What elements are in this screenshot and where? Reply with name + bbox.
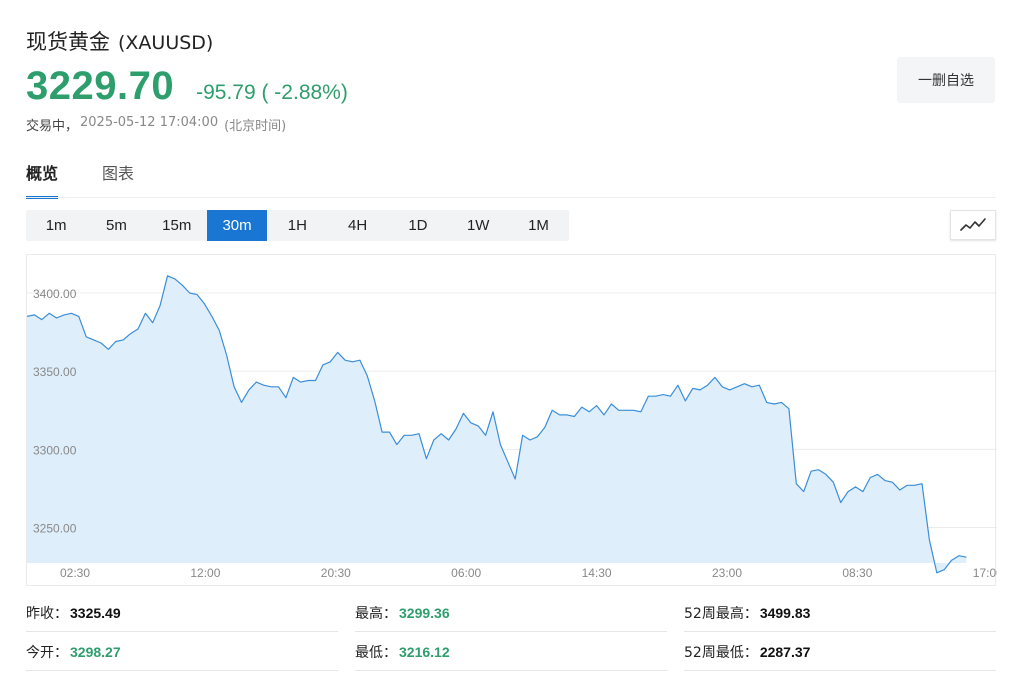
stat-label: 最高： [355, 605, 397, 622]
tab-overview[interactable]: 概览 [26, 160, 59, 199]
stat-value: 3216.12 [399, 643, 450, 660]
price-change: -95.79 ( -2.88%) [196, 81, 348, 105]
stat-label: 今开： [26, 644, 68, 661]
interval-5m[interactable]: 5m [106, 217, 127, 234]
x-tick-label: 23:00 [712, 566, 742, 580]
instrument-title: 现货黄金 (XAUUSD) [26, 26, 213, 56]
stat-value: 3298.27 [70, 643, 121, 660]
stat-value: 3299.36 [399, 604, 450, 621]
price-chart[interactable]: 3400.00 3350.00 3300.00 3250.00 02:30 12:00 20… [26, 254, 997, 586]
current-price: 3229.70 [26, 64, 175, 108]
stat-52w-high: 52周最高： 3499.83 [684, 594, 996, 632]
stat-prev-close: 昨收： 3325.49 [26, 594, 338, 632]
area-fill [27, 275, 967, 573]
interval-1w[interactable]: 1W [466, 217, 490, 234]
y-tick-label: 3250.00 [33, 522, 77, 536]
tab-divider [26, 197, 996, 198]
chart-type-button[interactable] [950, 210, 996, 240]
tab-bar: 概览 图表 [26, 160, 178, 199]
y-tick-label: 3400.00 [33, 287, 77, 301]
instrument-symbol: (XAUUSD) [118, 32, 214, 54]
stat-value: 2287.37 [759, 643, 811, 660]
stat-value: 3325.49 [70, 604, 121, 621]
remove-watchlist-button[interactable]: 一删自选 [897, 57, 995, 103]
stat-label: 52周最高： [684, 605, 758, 622]
x-tick-label: 12:00 [190, 566, 220, 580]
stat-label: 最低： [355, 644, 397, 661]
interval-30m[interactable]: 30m [206, 210, 268, 241]
status-timezone: (北京时间) [224, 119, 287, 134]
tab-chart[interactable]: 图表 [102, 164, 135, 183]
interval-1mo[interactable]: 1M [528, 217, 549, 234]
interval-1h[interactable]: 1H [287, 217, 307, 234]
stat-high: 最高： 3299.36 [355, 594, 667, 632]
instrument-name: 现货黄金 [26, 30, 110, 54]
stat-52w-low: 52周最低： 2287.37 [684, 633, 996, 671]
stat-value: 3499.83 [759, 604, 811, 621]
x-tick-label: 08:30 [842, 566, 872, 580]
price-change-percent: ( -2.88%) [261, 81, 348, 104]
y-tick-label: 3350.00 [33, 365, 77, 379]
price-line [27, 275, 967, 574]
stat-label: 52周最低： [684, 644, 758, 661]
stat-low: 最低： 3216.12 [355, 633, 667, 671]
y-tick-label: 3300.00 [33, 443, 77, 457]
status-datetime: 2025-05-12 17:04:00 [80, 115, 219, 130]
interval-1d[interactable]: 1D [408, 217, 428, 234]
interval-selector: 1m 5m 15m 30m 1H 4H 1D 1W 1M [26, 210, 569, 241]
status-text: 交易中， [26, 119, 79, 134]
interval-15m[interactable]: 15m [162, 217, 192, 234]
trading-status: 交易中， 2025-05-12 17:04:00 (北京时间) [26, 115, 286, 134]
interval-4h[interactable]: 4H [348, 217, 368, 234]
x-tick-label: 06:00 [451, 566, 481, 580]
price-change-value: -95.79 [196, 81, 256, 104]
x-tick-label: 17:00 [973, 566, 997, 580]
stat-label: 昨收： [26, 605, 68, 622]
line-chart-icon [960, 218, 986, 231]
x-tick-label: 02:30 [60, 566, 90, 580]
price-chart-svg: 3400.00 3350.00 3300.00 3250.00 02:30 12:00 20… [27, 275, 997, 580]
interval-1m[interactable]: 1m [45, 217, 67, 234]
x-tick-label: 14:30 [582, 566, 612, 580]
price-row: 3229.70 -95.79 ( -2.88%) [26, 64, 348, 109]
stat-open: 今开： 3298.27 [26, 633, 338, 671]
x-tick-label: 20:30 [321, 566, 351, 580]
